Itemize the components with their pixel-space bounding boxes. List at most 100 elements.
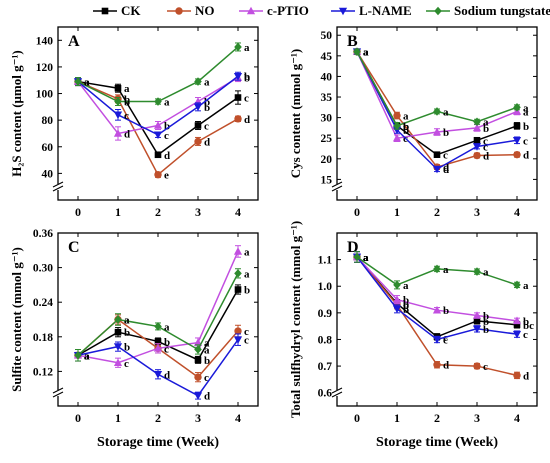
legend-swatch <box>93 7 117 15</box>
panel-label: C <box>68 239 80 256</box>
panel-a: 40 60 80 100 120 140 0 1 2 3 4 A H₂S content (μmol g… <box>9 26 259 219</box>
panel-label: B <box>347 33 358 50</box>
x-tick-label: 3 <box>195 411 201 425</box>
data-point <box>194 345 202 354</box>
x-tick-label: 0 <box>354 205 360 219</box>
significance-label: b <box>124 94 130 106</box>
significance-label: c <box>244 335 249 347</box>
data-point <box>432 336 442 344</box>
data-point <box>154 322 162 331</box>
data-point <box>393 111 401 120</box>
significance-label: a <box>164 97 170 109</box>
data-point <box>233 72 243 81</box>
data-point <box>472 143 482 151</box>
significance-label: d <box>523 370 529 382</box>
data-point <box>194 137 202 146</box>
data-point <box>473 136 481 144</box>
significance-label: c <box>523 329 528 341</box>
y-tick-label: 80 <box>42 115 54 127</box>
significance-label: d <box>443 360 449 372</box>
legend-item-sodium-tungstate: Sodium tungstate <box>425 3 550 19</box>
data-point <box>513 371 521 380</box>
legend-marker <box>246 6 256 15</box>
significance-label: a <box>363 47 369 59</box>
data-point <box>392 133 402 142</box>
significance-label: b <box>403 125 409 137</box>
y-tick-label: 0.8 <box>318 334 333 346</box>
significance-label: a <box>363 47 369 59</box>
data-point <box>113 129 123 137</box>
significance-label: b <box>403 295 409 307</box>
axis-break-mark <box>331 387 343 394</box>
data-point <box>473 117 481 127</box>
y-axis-label: H₂S content (μmol g⁻¹) <box>9 50 24 176</box>
data-point <box>154 97 162 106</box>
significance-label: d <box>124 128 130 140</box>
significance-label: b <box>483 311 489 323</box>
x-tick-label: 3 <box>474 411 480 425</box>
x-tick-label: 0 <box>75 205 81 219</box>
y-tick-label: 60 <box>42 142 54 154</box>
y-tick-label: 0.36 <box>33 228 53 240</box>
legend-marker <box>434 6 442 16</box>
x-tick-label: 1 <box>115 205 121 219</box>
axis-break-mark <box>331 391 343 398</box>
data-point <box>74 350 82 360</box>
data-point <box>433 151 441 158</box>
data-point <box>114 84 122 92</box>
significance-label: b <box>244 285 250 297</box>
x-tick-label: 2 <box>155 205 161 219</box>
significance-label: c <box>124 358 129 370</box>
significance-label: a <box>363 47 369 59</box>
data-point <box>193 103 203 112</box>
data-point <box>113 111 123 120</box>
significance-label: a <box>403 111 409 123</box>
significance-label: b <box>244 71 250 83</box>
x-tick-label: 0 <box>75 411 81 425</box>
significance-label: d <box>204 136 210 148</box>
significance-label: b <box>164 120 170 132</box>
significance-label: c <box>164 343 169 355</box>
data-point <box>154 171 162 179</box>
significance-label: c <box>164 343 169 355</box>
x-tick-label: 4 <box>235 205 241 219</box>
significance-label: c <box>483 141 488 153</box>
significance-label: a <box>523 102 529 114</box>
plot-frame <box>57 232 259 407</box>
series-sodium-tungstate: a a a a a <box>353 251 529 292</box>
axis-break-mark <box>331 181 343 188</box>
y-tick-label: 30 <box>321 113 333 125</box>
significance-label: d <box>204 391 210 403</box>
significance-label: d <box>523 150 529 162</box>
legend-marker <box>175 7 183 15</box>
data-point <box>353 47 361 57</box>
data-point <box>473 267 481 276</box>
data-point <box>432 127 442 136</box>
significance-label: a <box>124 83 130 95</box>
y-tick-label: 25 <box>321 133 333 145</box>
significance-label: b <box>483 324 489 336</box>
series-no: a b d c d <box>353 251 529 382</box>
significance-label: a <box>84 350 90 362</box>
data-point <box>392 126 402 135</box>
legend-label: CK <box>121 3 141 18</box>
x-tick-label: 1 <box>394 205 400 219</box>
data-point <box>154 338 162 345</box>
x-tick-label: 2 <box>434 411 440 425</box>
significance-label: a <box>204 77 210 89</box>
significance-label: a <box>523 280 529 292</box>
x-tick-label: 4 <box>514 205 520 219</box>
significance-label: b <box>204 102 210 114</box>
significance-label: c <box>244 93 249 105</box>
data-point <box>513 122 521 130</box>
data-point <box>194 356 202 364</box>
legend-swatch <box>239 6 263 15</box>
y-axis-label: Cys content (mmol g⁻¹) <box>288 49 303 179</box>
axis-break-mark <box>52 391 64 398</box>
data-point <box>513 280 521 290</box>
